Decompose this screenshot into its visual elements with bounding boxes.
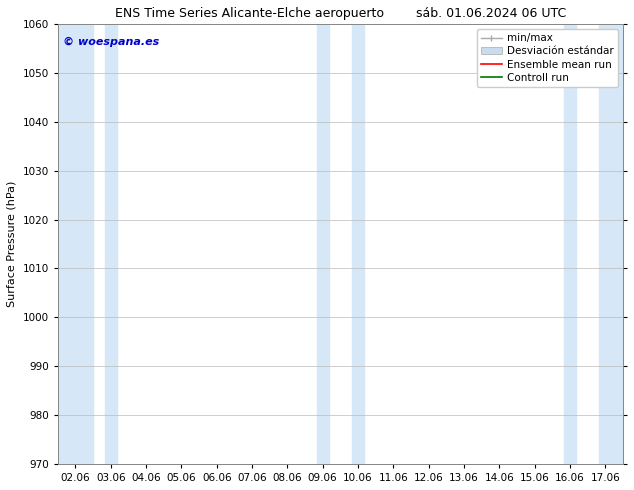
Bar — [105, 24, 117, 464]
Legend: min/max, Desviación estándar, Ensemble mean run, Controll run: min/max, Desviación estándar, Ensemble m… — [477, 29, 618, 87]
Y-axis label: Surface Pressure (hPa): Surface Pressure (hPa) — [7, 181, 17, 307]
Bar — [352, 24, 364, 464]
Text: © woespana.es: © woespana.es — [63, 37, 160, 47]
Bar — [316, 24, 328, 464]
Bar — [58, 24, 93, 464]
Title: ENS Time Series Alicante-Elche aeropuerto        sáb. 01.06.2024 06 UTC: ENS Time Series Alicante-Elche aeropuert… — [115, 7, 566, 20]
Bar — [599, 24, 623, 464]
Bar — [564, 24, 576, 464]
